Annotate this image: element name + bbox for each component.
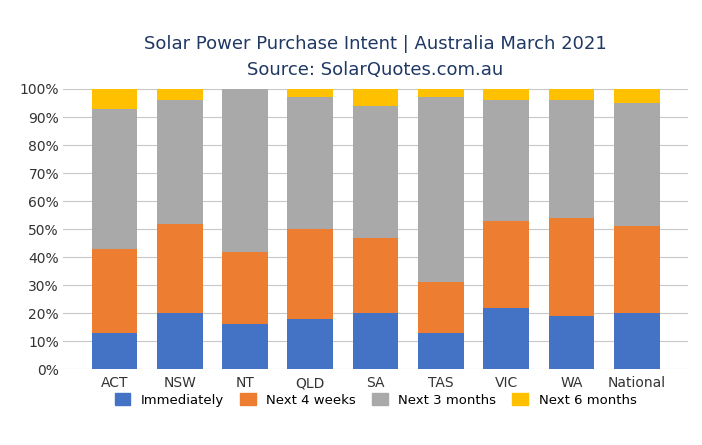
Bar	[287, 97, 333, 229]
Bar	[287, 89, 333, 97]
Bar	[352, 313, 399, 369]
Bar	[483, 221, 529, 307]
Bar	[91, 249, 138, 333]
Bar	[222, 324, 268, 369]
Bar	[418, 333, 464, 369]
Bar	[418, 97, 464, 283]
Bar	[483, 307, 529, 369]
Bar	[548, 89, 595, 100]
Bar	[222, 251, 268, 324]
Bar	[548, 218, 595, 316]
Bar	[157, 223, 203, 313]
Bar	[352, 238, 399, 313]
Bar	[352, 89, 399, 106]
Bar	[287, 319, 333, 369]
Bar	[548, 100, 595, 218]
Bar	[91, 89, 138, 109]
Bar	[222, 89, 268, 251]
Bar	[91, 109, 138, 249]
Bar	[614, 227, 660, 313]
Bar	[548, 316, 595, 369]
Bar	[483, 100, 529, 221]
Bar	[614, 313, 660, 369]
Bar	[352, 106, 399, 238]
Bar	[157, 313, 203, 369]
Bar	[483, 89, 529, 100]
Bar	[614, 89, 660, 103]
Bar	[287, 229, 333, 319]
Title: Solar Power Purchase Intent | Australia March 2021
Source: SolarQuotes.com.au: Solar Power Purchase Intent | Australia …	[144, 35, 607, 79]
Bar	[614, 103, 660, 227]
Bar	[157, 89, 203, 100]
Bar	[157, 100, 203, 223]
Bar	[91, 333, 138, 369]
Bar	[418, 283, 464, 333]
Bar	[418, 89, 464, 97]
Legend: Immediately, Next 4 weeks, Next 3 months, Next 6 months: Immediately, Next 4 weeks, Next 3 months…	[108, 387, 643, 413]
